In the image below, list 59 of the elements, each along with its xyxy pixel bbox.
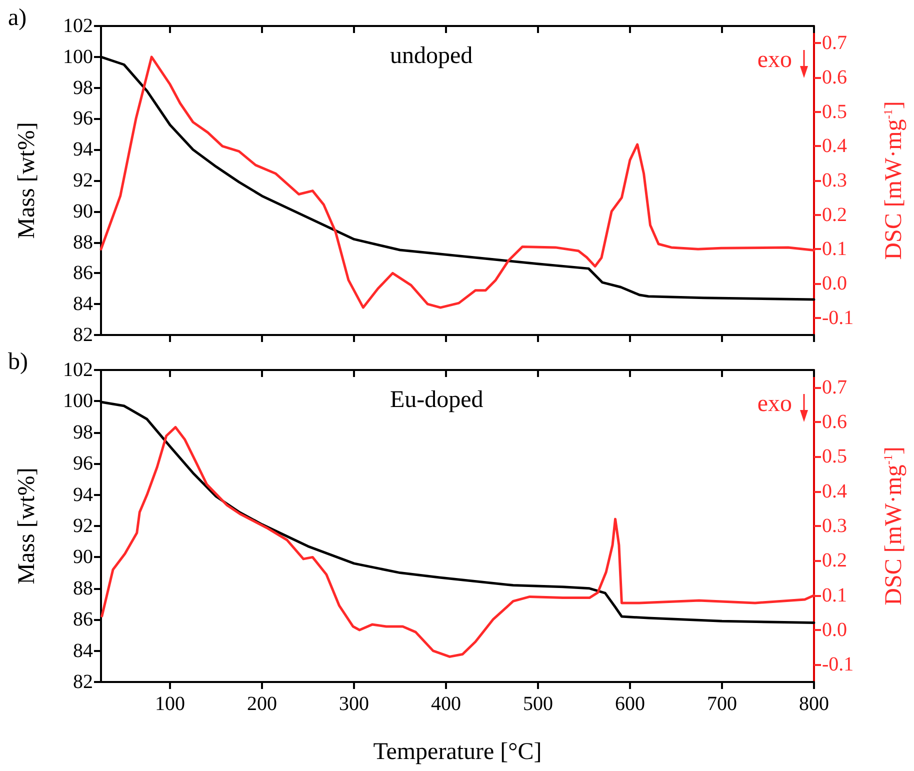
y2-tick-label: -0.1 xyxy=(822,654,854,676)
y-tick-label: 82 xyxy=(73,671,93,693)
annotation: undoped xyxy=(390,43,473,69)
y-axis-title: Mass [wt%] xyxy=(14,122,40,239)
y2-tick-label: 0.5 xyxy=(822,100,847,123)
x-tick-label: 700 xyxy=(707,693,737,715)
y-tick-label: 102 xyxy=(63,15,93,37)
y2-tick-label: 0.7 xyxy=(822,32,847,54)
y-tick-label: 94 xyxy=(73,138,93,161)
x-tick-label: 800 xyxy=(799,693,829,715)
x-tick-label: 200 xyxy=(247,693,277,715)
annotation: Eu-doped xyxy=(390,387,484,413)
y-tick-label: 84 xyxy=(73,293,93,316)
y2-tick-label: 0.7 xyxy=(822,376,847,398)
annotation: exo xyxy=(757,391,792,417)
y2-axis-title: DSC [mW·mg-1] xyxy=(881,101,907,260)
y-tick-label: 102 xyxy=(63,359,93,381)
y-tick-label: 88 xyxy=(73,577,93,600)
y-tick-label: 88 xyxy=(73,231,93,254)
y2-tick-label: 0.5 xyxy=(822,446,847,468)
y-tick-label: 90 xyxy=(73,200,93,222)
x-tick-label: 600 xyxy=(615,693,645,715)
y-tick-label: 96 xyxy=(73,108,93,130)
y-tick-label: 92 xyxy=(73,515,93,537)
chart-title: a) xyxy=(8,5,27,31)
x-tick-label: 300 xyxy=(339,693,369,715)
y2-tick-label: -0.1 xyxy=(822,306,854,329)
y2-tick-label: 0.4 xyxy=(822,135,847,158)
y2-tick-label: 0.2 xyxy=(822,550,847,572)
y2-tick-label: 0.0 xyxy=(822,619,847,641)
y2-tick-label: 0.6 xyxy=(822,411,847,433)
y2-tick-label: 0.1 xyxy=(822,238,847,260)
y2-tick-label: 0.6 xyxy=(822,66,847,88)
x-tick-label: 500 xyxy=(523,693,553,715)
x-axis-title: Temperature [°C] xyxy=(373,739,542,765)
y-axis-title: Mass [wt%] xyxy=(14,468,40,584)
annotation: exo xyxy=(757,47,792,73)
y2-tick-label: 0.3 xyxy=(822,170,847,192)
y-tick-label: 92 xyxy=(73,170,93,192)
y-tick-label: 98 xyxy=(73,76,93,99)
y-tick-label: 100 xyxy=(63,46,93,68)
y-tick-label: 84 xyxy=(73,640,93,662)
y-tick-label: 94 xyxy=(73,484,93,506)
y-tick-label: 96 xyxy=(73,452,93,475)
y-tick-label: 100 xyxy=(63,390,93,412)
y2-axis-title: DSC [mW·mg-1] xyxy=(881,446,907,606)
y2-tick-label: 0.3 xyxy=(822,515,847,537)
x-tick-label: 400 xyxy=(431,693,461,715)
chart-title: b) xyxy=(8,349,28,375)
y-tick-label: 82 xyxy=(73,324,93,346)
y-tick-label: 98 xyxy=(73,421,93,444)
y-tick-label: 86 xyxy=(73,608,93,631)
y-tick-label: 86 xyxy=(73,262,93,284)
y2-tick-label: 0.1 xyxy=(822,584,847,606)
y2-tick-label: 0.4 xyxy=(822,480,847,502)
x-tick-label: 100 xyxy=(155,693,185,715)
y2-tick-label: 0.0 xyxy=(822,272,847,294)
y2-tick-label: 0.2 xyxy=(822,204,847,226)
y-tick-label: 90 xyxy=(73,546,93,568)
